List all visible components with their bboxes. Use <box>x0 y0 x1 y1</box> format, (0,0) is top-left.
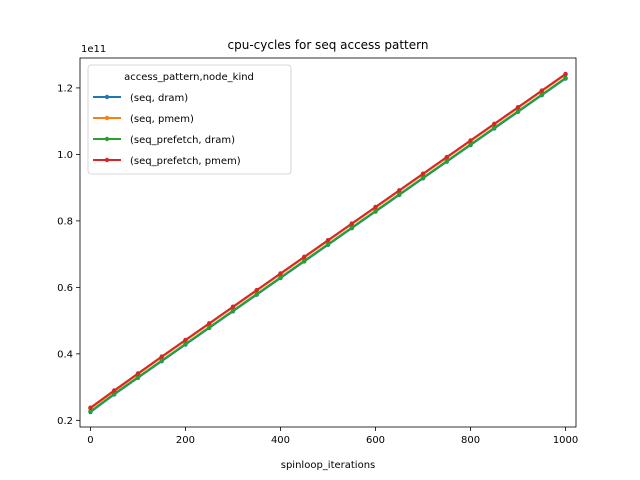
legend-swatch-marker <box>104 157 110 163</box>
legend-entry-label: (seq_prefetch, pmem) <box>130 156 241 167</box>
y-tick-label: 0.4 <box>57 349 73 360</box>
data-point <box>515 108 521 114</box>
data-point <box>135 374 141 380</box>
x-tick-label: 0 <box>87 435 93 446</box>
legend-swatch-marker <box>104 115 110 121</box>
legend-title: access_pattern,node_kind <box>124 72 254 83</box>
data-point <box>492 121 497 127</box>
data-point <box>539 88 544 93</box>
data-point <box>254 287 259 293</box>
x-tick-label: 600 <box>366 435 385 446</box>
data-point <box>444 154 449 160</box>
data-point <box>112 388 117 393</box>
data-point <box>420 175 426 180</box>
data-point <box>468 138 473 143</box>
y-axis: 0.2 0.4 0.6 0.8 1.0 1.2 <box>57 83 80 427</box>
legend-swatch-marker <box>104 136 110 142</box>
data-point <box>230 304 236 309</box>
chart-title: cpu-cycles for seq access pattern <box>228 38 429 52</box>
data-point <box>468 142 473 147</box>
data-point <box>302 258 307 263</box>
y-offset-label: 1e11 <box>81 44 106 55</box>
data-point <box>112 391 117 396</box>
data-point <box>135 371 141 376</box>
data-point <box>397 188 402 193</box>
data-point <box>420 171 426 176</box>
legend-entries: (seq, dram) (seq, pmem) (seq_prefetch, dra… <box>93 93 241 167</box>
data-point <box>278 275 283 280</box>
x-axis: 0 200 400 600 800 1000 <box>87 427 578 446</box>
legend: access_pattern,node_kind (seq, dram)(seq… <box>87 64 292 175</box>
data-point <box>254 291 259 297</box>
y-tick-label: 1.2 <box>57 83 73 94</box>
plot-frame <box>79 57 577 428</box>
data-point <box>159 354 164 359</box>
legend-entry-label: (seq_prefetch, dram) <box>130 135 235 146</box>
data-point <box>88 405 93 410</box>
data-point <box>183 337 188 343</box>
data-point <box>159 358 164 363</box>
series-layer <box>88 71 568 415</box>
legend-swatch-marker <box>104 94 110 100</box>
series-group <box>88 71 568 410</box>
data-point <box>563 71 568 77</box>
data-point <box>539 92 544 97</box>
x-tick-label: 800 <box>461 435 480 446</box>
data-point <box>492 125 497 131</box>
y-tick-label: 1.0 <box>57 150 73 161</box>
data-point <box>515 105 521 110</box>
data-point <box>349 221 354 226</box>
data-point <box>325 241 331 247</box>
data-point <box>373 204 378 210</box>
data-point <box>183 341 188 347</box>
x-tick-label: 400 <box>271 435 290 446</box>
data-point <box>302 254 307 259</box>
data-point <box>373 208 378 214</box>
data-point <box>325 237 331 243</box>
data-point <box>278 271 283 276</box>
data-point <box>230 308 236 313</box>
data-point <box>207 321 212 326</box>
data-point <box>563 75 568 81</box>
legend-entry-label: (seq, pmem) <box>130 114 194 125</box>
data-point <box>349 225 354 230</box>
data-point <box>88 409 93 414</box>
x-tick-label: 1000 <box>553 435 578 446</box>
legend-entry-label: (seq, dram) <box>130 93 188 104</box>
y-tick-label: 0.8 <box>57 216 73 227</box>
x-axis-label: spinloop_iterations <box>281 460 376 471</box>
y-tick-label: 0.6 <box>57 283 73 294</box>
y-tick-label: 0.2 <box>57 416 73 427</box>
data-point <box>444 158 449 164</box>
series-group <box>88 75 568 414</box>
data-point <box>397 192 402 197</box>
legend-box <box>87 64 292 175</box>
x-tick-label: 200 <box>176 435 195 446</box>
data-point <box>207 325 212 330</box>
